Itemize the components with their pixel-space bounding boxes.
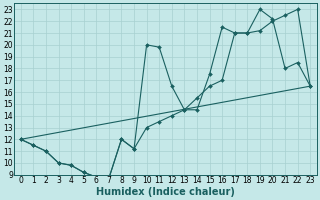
- X-axis label: Humidex (Indice chaleur): Humidex (Indice chaleur): [96, 187, 235, 197]
